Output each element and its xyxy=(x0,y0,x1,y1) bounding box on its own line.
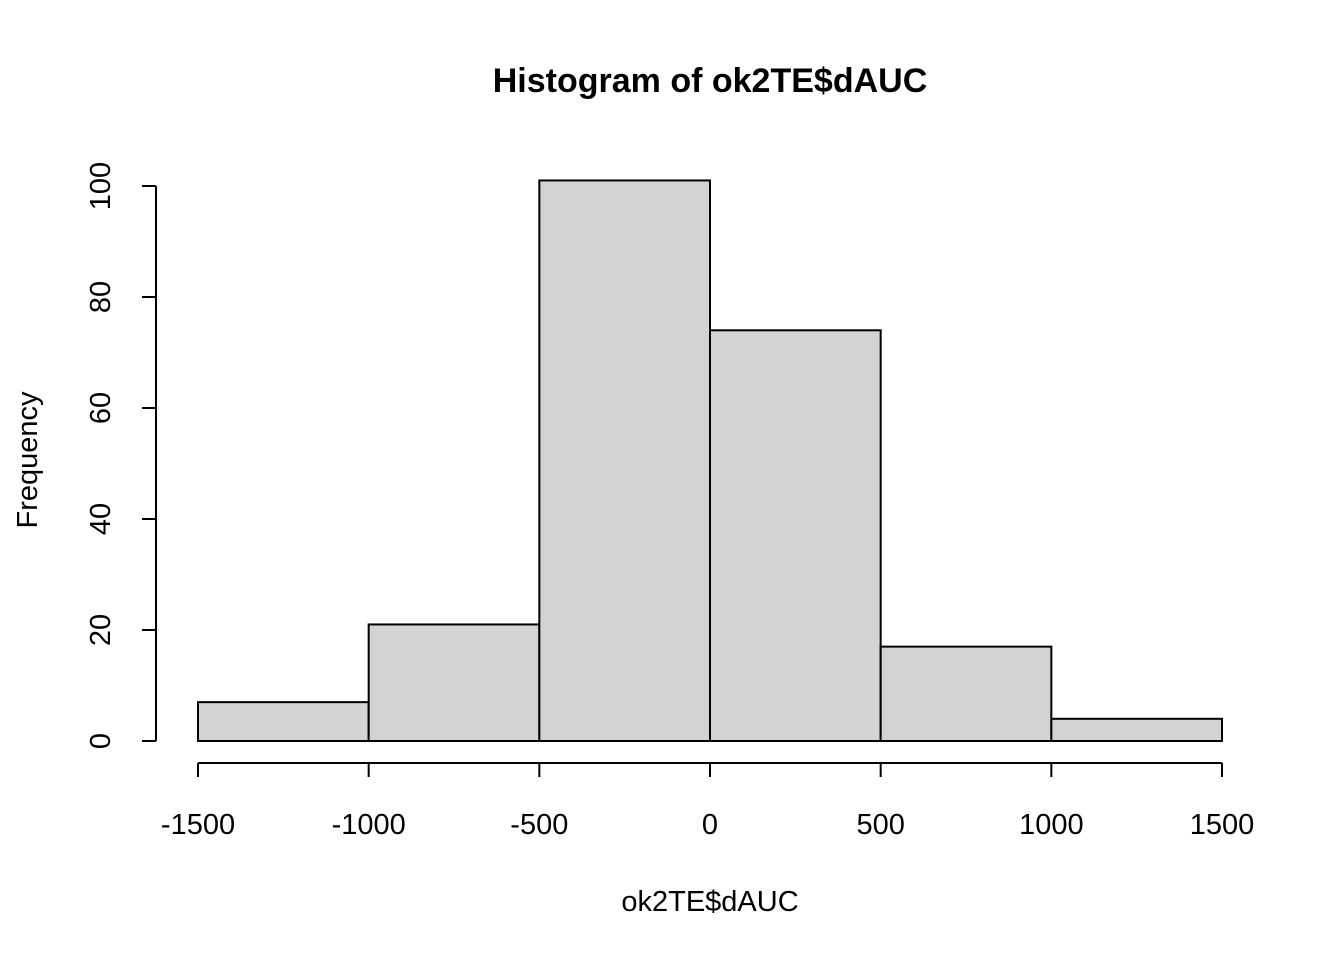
chart-title: Histogram of ok2TE$dAUC xyxy=(493,62,928,100)
histogram-bar xyxy=(709,329,882,742)
x-axis: -1500 -1000 -500 0 500 1000 1500 xyxy=(161,762,1255,841)
histogram-bar xyxy=(879,645,1053,743)
histogram-bar xyxy=(1050,717,1224,742)
x-tick-label: 1500 xyxy=(1190,809,1255,841)
x-tick-label: 1000 xyxy=(1019,809,1084,841)
y-tick-label: 100 xyxy=(85,162,117,210)
x-tick-label: -500 xyxy=(510,809,568,841)
histogram-bar xyxy=(367,623,541,743)
x-tick-label: 500 xyxy=(856,809,904,841)
y-tick-label: 0 xyxy=(85,733,117,749)
x-tick-label: -1000 xyxy=(332,809,406,841)
histogram-bar xyxy=(538,179,711,742)
histogram-bar xyxy=(197,701,370,743)
x-tick-label: -1500 xyxy=(161,809,235,841)
y-tick-label: 20 xyxy=(85,614,117,646)
y-axis-label: Frequency xyxy=(12,391,44,529)
y-tick-label: 60 xyxy=(85,392,117,424)
y-tick-label: 40 xyxy=(85,503,117,535)
y-tick-label: 80 xyxy=(85,281,117,313)
x-axis-label: ok2TE$dAUC xyxy=(621,886,798,918)
bars-group xyxy=(197,179,1224,743)
x-tick-label: 0 xyxy=(702,809,718,841)
y-axis: 0 20 40 60 80 100 xyxy=(85,162,157,749)
